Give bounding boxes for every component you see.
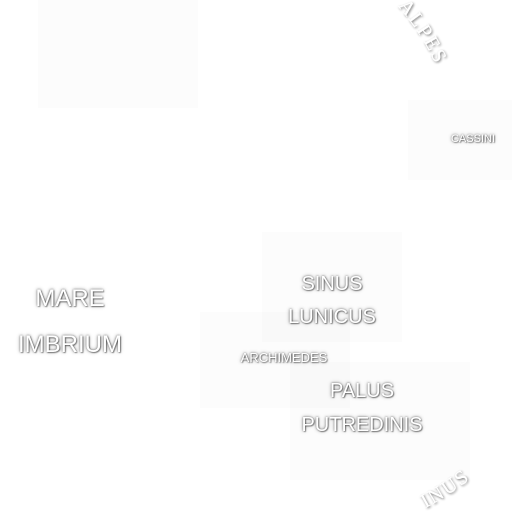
mare-imbrium-line-1: MARE	[35, 285, 105, 312]
sinus-lunicus-line-1: SINUS	[301, 273, 363, 295]
mare-imbrium-line-2: IMBRIUM	[18, 331, 122, 358]
palus-putredinis-line-2: PUTREDINIS	[301, 414, 423, 436]
archimedes-label: ARCHIMEDES	[240, 350, 328, 365]
mare-imbrium-label: MARE IMBRIUM	[4, 287, 136, 357]
sinus-lunicus-line-2: LUNICUS	[288, 306, 376, 328]
cassini-label: CASSINI	[450, 133, 495, 145]
montes-alpes-label: ALPES	[394, 0, 452, 67]
montes-apenninus-label: INUS	[417, 465, 474, 512]
sinus-lunicus-label: SINUS LUNICUS	[282, 274, 382, 327]
palus-putredinis-label: PALUS PUTREDINIS	[292, 381, 432, 435]
palus-putredinis-line-1: PALUS	[329, 380, 395, 402]
